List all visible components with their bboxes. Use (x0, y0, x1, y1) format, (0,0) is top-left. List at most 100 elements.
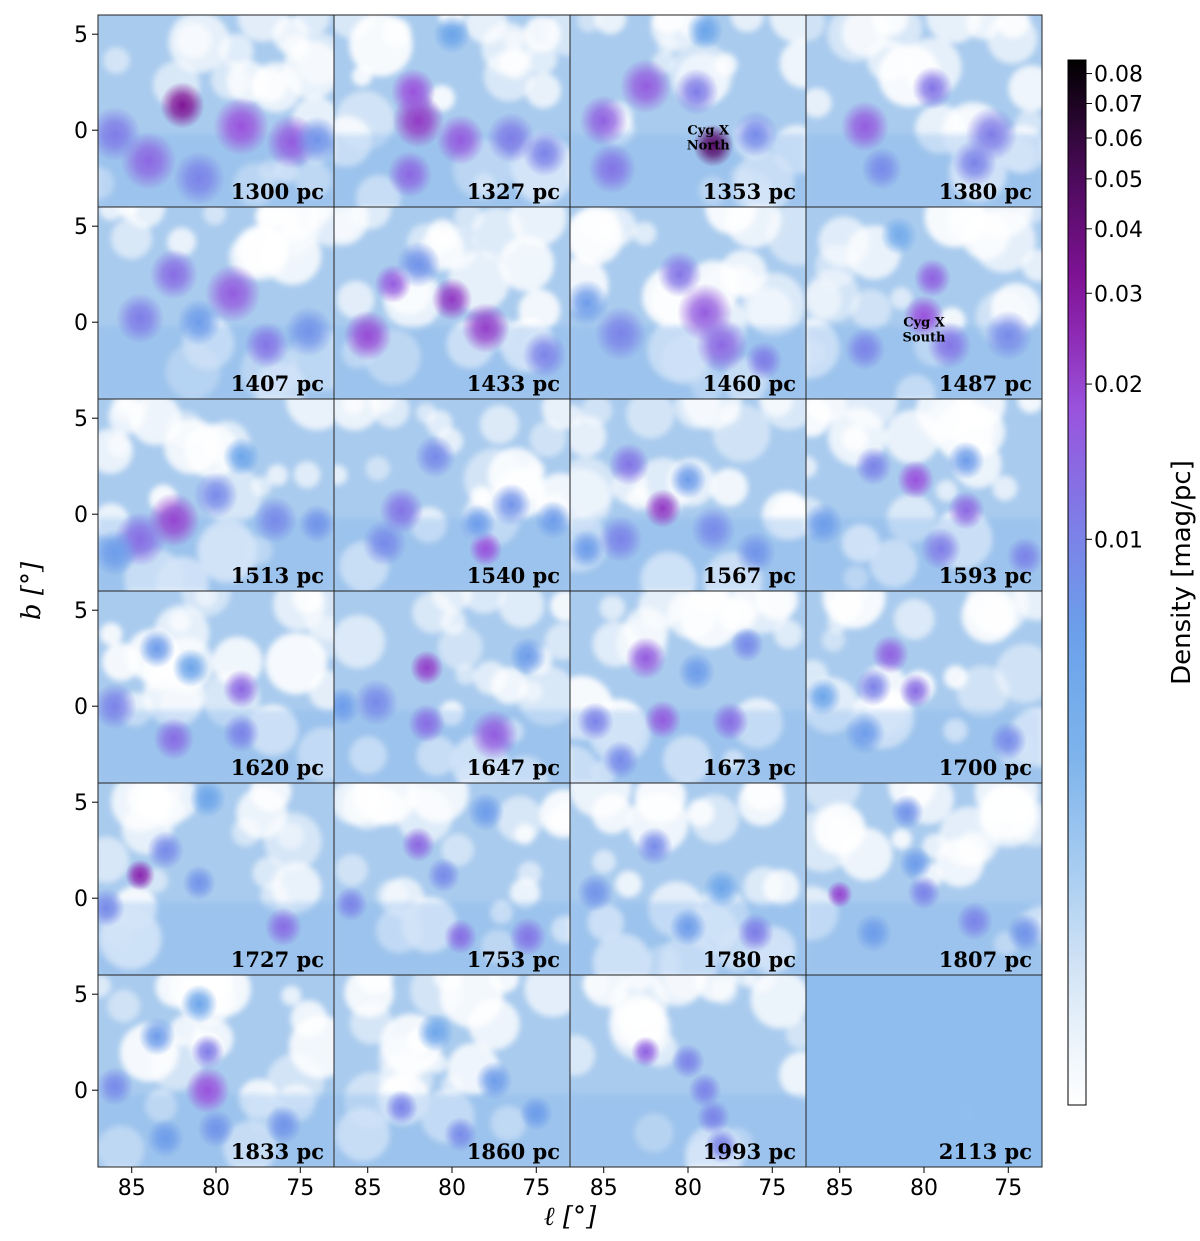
density-clump (190, 1034, 225, 1070)
density-clump (125, 859, 155, 891)
distance-label: 1300 pc (231, 179, 324, 204)
void-blob (98, 836, 130, 883)
density-clump (730, 627, 764, 663)
panel: 1727 pc (97, 782, 335, 976)
x-tick-label: 80 (202, 1176, 230, 1201)
distance-label: 1380 pc (939, 179, 1032, 204)
panel: 1460 pc (569, 206, 807, 400)
void-blob (111, 399, 149, 425)
density-clump (410, 650, 444, 686)
density-clump (806, 502, 844, 546)
density-clump (436, 114, 485, 166)
void-blob (350, 207, 392, 230)
density-clump (522, 331, 567, 379)
void-blob (935, 838, 985, 887)
panel: 1700 pc (805, 590, 1043, 784)
density-clump (711, 702, 749, 742)
void-blob (627, 975, 652, 991)
density-clump (401, 826, 435, 862)
density-clump (927, 321, 972, 369)
distance-label: 1860 pc (467, 1139, 560, 1164)
panel: 1833 pc (97, 974, 335, 1168)
density-clump (947, 440, 985, 480)
void-blob (806, 15, 826, 42)
distance-label: 1593 pc (939, 563, 1032, 588)
density-clump (146, 830, 184, 870)
distance-label: 1460 pc (703, 371, 796, 396)
colorbar: 0.08 0.07 0.06 0.05 0.04 0.03 0.02 0.01 Density … (1067, 59, 1197, 1106)
density-clump (953, 1099, 980, 1127)
void-blob (308, 207, 334, 247)
panel: 1540 pc (333, 398, 571, 592)
x-axis-title: ℓ [°] (544, 1202, 597, 1232)
density-clump (205, 264, 261, 323)
void-blob (499, 236, 555, 292)
density-clump (172, 648, 210, 688)
void-blob (524, 975, 570, 1018)
panel: 1993 pc (569, 974, 807, 1168)
void-blob (293, 461, 321, 489)
void-blob (1017, 399, 1042, 413)
void-blob (972, 207, 1033, 238)
void-blob (285, 399, 334, 431)
density-clump (384, 1089, 419, 1126)
region-annotation: Cyg X (903, 315, 946, 330)
distance-label: 1833 pc (231, 1139, 324, 1164)
void-blob (527, 43, 558, 75)
density-clump (149, 248, 198, 300)
density-clump (334, 886, 368, 922)
density-clump (844, 711, 886, 755)
density-clump (490, 483, 532, 527)
density-clump (920, 527, 962, 571)
density-clump (416, 1013, 454, 1053)
void-blob (342, 399, 364, 415)
void-blob (433, 975, 463, 991)
void-blob (98, 428, 133, 474)
density-clump (522, 129, 567, 177)
void-blob (570, 1035, 596, 1076)
density-clump (408, 704, 446, 743)
void-blob (107, 989, 141, 1023)
density-clump (695, 317, 748, 373)
density-clump (705, 1128, 739, 1164)
region-annotation: South (903, 330, 947, 345)
void-blob (149, 792, 186, 829)
distance-label: 1673 pc (703, 755, 796, 780)
distance-label: 1700 pc (939, 755, 1032, 780)
density-clump (897, 460, 935, 500)
y-tick-label: 5 (74, 791, 88, 816)
density-clump (907, 874, 941, 910)
x-tick-label: 75 (522, 1176, 550, 1201)
density-clump (284, 306, 333, 358)
region-annotation: Cyg X (687, 123, 730, 138)
distance-label: 1407 pc (231, 371, 324, 396)
density-clump (98, 106, 141, 162)
density-clump (334, 686, 361, 726)
density-clump (576, 872, 614, 912)
colorbar-tick-label: 0.03 (1094, 282, 1143, 307)
void-blob (308, 670, 334, 711)
void-blob (441, 833, 474, 867)
void-blob (203, 207, 227, 226)
void-blob (821, 628, 846, 652)
density-clump (519, 1095, 553, 1131)
density-clump (890, 794, 924, 830)
density-clump (197, 1109, 235, 1149)
density-clump (625, 636, 667, 680)
void-blob (231, 818, 261, 847)
void-blob (292, 591, 323, 614)
density-clump (669, 460, 707, 500)
panel: 1407 pc (97, 206, 335, 400)
void-blob (175, 22, 212, 59)
x-tick-label: 85 (118, 1176, 146, 1201)
density-clump (579, 95, 628, 146)
density-clump (576, 702, 614, 742)
density-clump (362, 519, 407, 567)
void-blob (1015, 109, 1042, 138)
density-clump (989, 721, 1027, 761)
panel: 1487 pc (805, 206, 1043, 400)
void-blob (846, 591, 870, 603)
density-clump (840, 101, 890, 152)
density-clump (98, 529, 138, 576)
